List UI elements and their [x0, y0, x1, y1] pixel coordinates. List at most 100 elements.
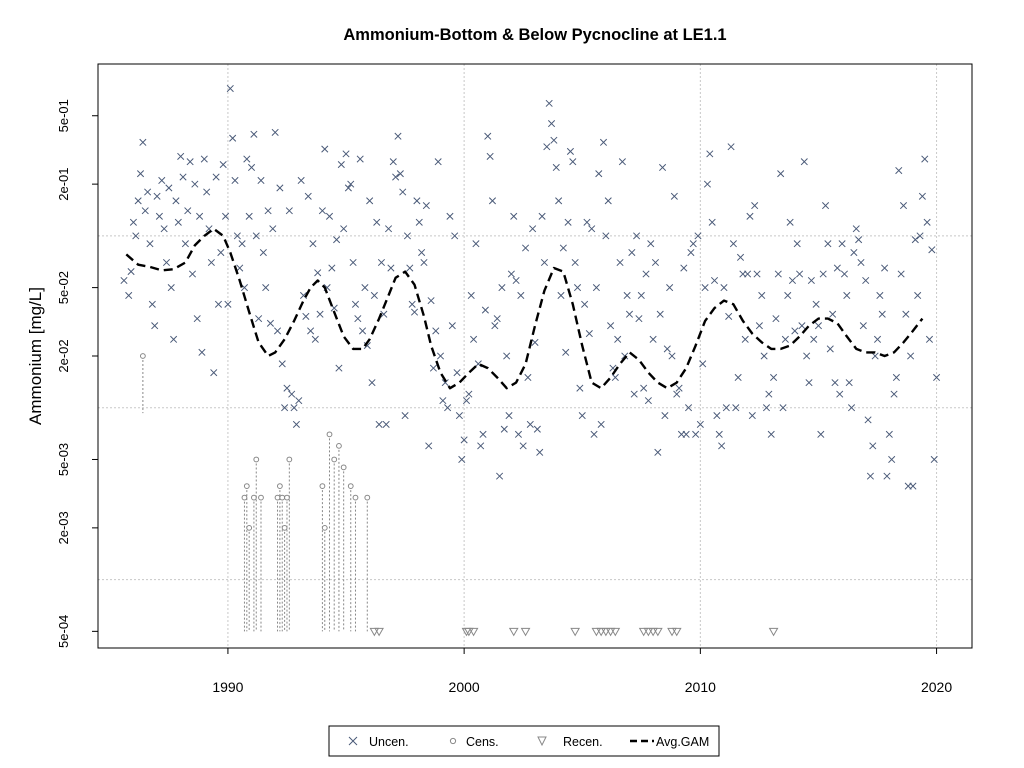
- gam-line: [125, 227, 924, 390]
- uncensored-point: [392, 173, 400, 181]
- uncensored-point: [158, 176, 166, 185]
- uncensored-point: [389, 158, 397, 166]
- uncensored-point: [252, 232, 260, 240]
- censored-point: [319, 483, 326, 489]
- uncensored-point: [167, 284, 175, 292]
- uncensored-point: [909, 482, 917, 490]
- uncensored-point: [798, 322, 806, 330]
- uncensored-point: [720, 284, 728, 292]
- uncensored-point: [694, 232, 702, 240]
- x-tick-label: 2010: [685, 679, 716, 695]
- legend-item-cens: Cens.: [449, 735, 499, 749]
- uncensored-point: [713, 412, 721, 420]
- uncensored-point: [838, 240, 846, 248]
- uncensored-point: [616, 258, 624, 267]
- uncensored-point: [597, 420, 605, 428]
- uncensored-point: [188, 270, 197, 278]
- uncensored-point: [895, 166, 903, 175]
- recensored-point: [601, 627, 611, 637]
- uncensored-point: [314, 269, 322, 277]
- uncensored-point: [243, 155, 251, 163]
- uncensored-point: [933, 373, 941, 382]
- uncensored-point: [441, 379, 449, 387]
- uncensored-point: [666, 284, 674, 292]
- uncensored-point: [793, 240, 801, 248]
- uncensored-point: [744, 270, 752, 278]
- recensored-point: [648, 627, 658, 637]
- uncensored-point: [557, 291, 565, 300]
- uncensored-point: [304, 192, 312, 200]
- uncensored-point: [521, 244, 530, 252]
- legend-label-gam: Avg.GAM: [656, 735, 709, 749]
- uncensored-point: [611, 373, 619, 382]
- uncensored-point: [831, 379, 839, 387]
- uncensored-point: [659, 163, 667, 172]
- censored-point: [279, 494, 286, 501]
- y-tick-label: 2e-02: [56, 339, 71, 372]
- uncensored-point: [722, 404, 730, 412]
- uncensored-point: [148, 300, 156, 308]
- uncensored-point: [222, 212, 230, 220]
- censored-point: [281, 524, 288, 531]
- uncensored-point: [519, 442, 527, 450]
- uncensored-point: [762, 404, 771, 412]
- uncensored-point: [465, 390, 473, 398]
- censored-point: [251, 494, 257, 501]
- uncensored-point: [753, 270, 761, 278]
- censored-point: [276, 483, 283, 489]
- uncensored-point: [432, 327, 440, 335]
- uncensored-point: [852, 225, 860, 233]
- uncensored-point: [651, 258, 660, 267]
- uncensored-point: [647, 240, 655, 248]
- censored-point: [336, 442, 342, 449]
- censored-point: [364, 494, 371, 501]
- uncensored-point: [543, 143, 551, 151]
- gam-line-layer: [125, 227, 924, 390]
- uncensored-point: [172, 197, 180, 205]
- uncensored-point: [826, 345, 834, 353]
- uncensored-point: [262, 284, 270, 292]
- recensored-point: [667, 627, 677, 637]
- uncensored-point: [703, 180, 711, 188]
- uncensored-point: [633, 232, 641, 240]
- uncensored-point: [696, 420, 704, 428]
- uncensored-point: [668, 352, 676, 360]
- uncensored-point: [233, 232, 241, 240]
- uncensored-point: [245, 212, 253, 220]
- uncensored-point: [748, 412, 756, 420]
- uncensored-point: [370, 291, 378, 300]
- uncensored-point: [207, 258, 215, 267]
- uncensored-point: [451, 232, 459, 240]
- censored-point: [253, 456, 260, 463]
- uncensored-point: [427, 297, 435, 305]
- uncensored-point: [214, 300, 223, 308]
- recensored-point: [463, 627, 474, 637]
- uncensored-point: [238, 240, 246, 248]
- uncensored-point: [614, 335, 622, 343]
- uncensored-point: [472, 240, 480, 248]
- uncensored-point: [325, 212, 334, 220]
- uncensored-point: [732, 404, 740, 412]
- uncensored-point: [555, 197, 563, 205]
- legend-label-uncen: Uncen.: [369, 735, 409, 749]
- uncensored-point: [777, 170, 785, 178]
- recensored-point: [508, 627, 519, 637]
- uncensored-point: [859, 322, 867, 330]
- y-axis-label: Ammonium [mg/L]: [26, 287, 45, 425]
- uncensored-point: [796, 270, 804, 278]
- uncensored-point: [125, 291, 133, 300]
- plot-frame: [97, 63, 973, 649]
- uncensored-point: [772, 315, 780, 323]
- uncensored-point: [394, 132, 402, 140]
- uncensored-point: [689, 240, 697, 248]
- uncensored-point: [566, 147, 574, 155]
- uncensored-point: [288, 390, 296, 398]
- recensored-point: [643, 627, 654, 637]
- uncensored-point: [337, 160, 345, 169]
- uncensored-point: [640, 384, 648, 392]
- uncensored-point: [401, 412, 409, 420]
- uncensored-point: [923, 218, 931, 226]
- uncensored-point: [384, 225, 393, 233]
- uncensored-point: [380, 310, 388, 318]
